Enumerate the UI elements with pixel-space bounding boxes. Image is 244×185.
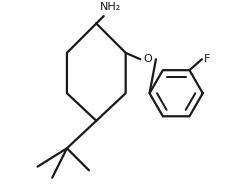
Text: F: F	[204, 54, 210, 64]
Text: O: O	[143, 54, 152, 64]
Text: NH₂: NH₂	[100, 2, 122, 12]
